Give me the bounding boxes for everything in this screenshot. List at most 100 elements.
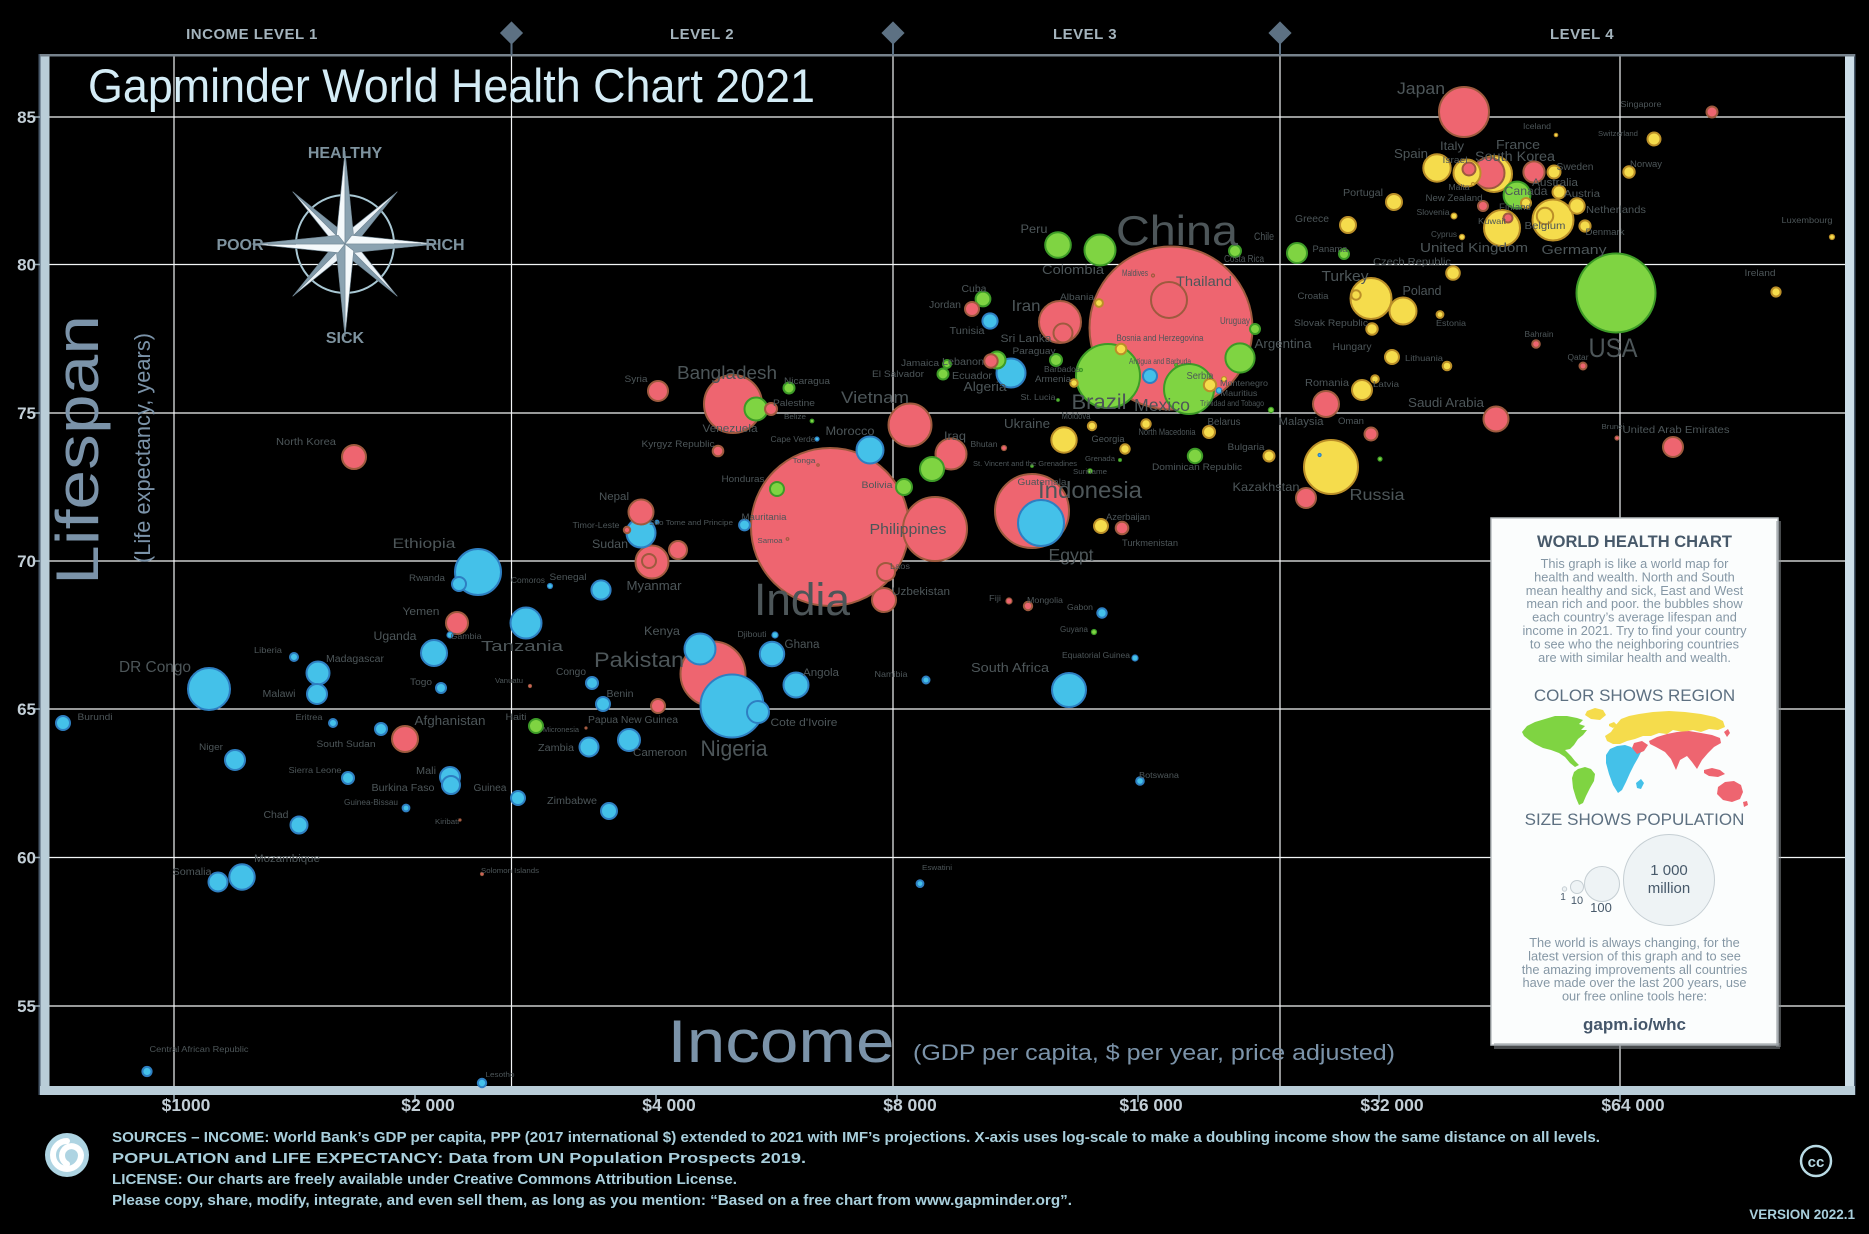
- svg-text:Gapminder World Health Chart 2: Gapminder World Health Chart 2021: [88, 59, 815, 112]
- svg-text:DR Congo: DR Congo: [119, 659, 191, 676]
- svg-text:Micronesia: Micronesia: [543, 727, 579, 734]
- svg-text:Sweden: Sweden: [1557, 162, 1594, 173]
- svg-text:Namibia: Namibia: [875, 669, 908, 679]
- svg-text:Peru: Peru: [1021, 222, 1048, 236]
- svg-text:Angola: Angola: [803, 667, 840, 679]
- svg-text:New Zealand: New Zealand: [1426, 193, 1483, 203]
- svg-text:Pakistan: Pakistan: [594, 649, 684, 672]
- svg-text:VERSION 2022.1: VERSION 2022.1: [1749, 1207, 1855, 1222]
- svg-text:Brazil: Brazil: [1072, 391, 1127, 414]
- svg-text:Iraq: Iraq: [944, 429, 966, 443]
- svg-text:Slovenia: Slovenia: [1417, 208, 1451, 217]
- svg-text:80: 80: [17, 256, 36, 275]
- svg-text:Chile: Chile: [1254, 231, 1274, 243]
- svg-text:Laos: Laos: [890, 561, 910, 571]
- svg-text:Switzerland: Switzerland: [1598, 129, 1638, 138]
- svg-text:Iceland: Iceland: [1523, 122, 1551, 131]
- svg-text:$64 000: $64 000: [1601, 1095, 1665, 1115]
- svg-text:Brunei: Brunei: [1602, 422, 1625, 431]
- svg-text:INCOME LEVEL 1: INCOME LEVEL 1: [186, 26, 318, 43]
- svg-text:Moldova: Moldova: [1062, 411, 1091, 421]
- svg-text:Azerbaijan: Azerbaijan: [1106, 512, 1150, 523]
- svg-text:India: India: [754, 574, 851, 625]
- svg-text:South Sudan: South Sudan: [317, 739, 376, 750]
- svg-text:Lifespan: Lifespan: [44, 315, 111, 585]
- svg-text:mean healthy and sick, East an: mean healthy and sick, East and West: [1526, 583, 1744, 598]
- svg-text:Japan: Japan: [1397, 79, 1445, 98]
- svg-text:Benin: Benin: [607, 689, 634, 700]
- svg-text:Ecuador: Ecuador: [952, 371, 993, 382]
- svg-text:85: 85: [17, 108, 36, 127]
- svg-text:Guinea-Bissau: Guinea-Bissau: [344, 798, 398, 807]
- svg-text:Bulgaria: Bulgaria: [1228, 442, 1266, 453]
- svg-text:Suriname: Suriname: [1073, 467, 1107, 476]
- svg-text:Maldives: Maldives: [1122, 268, 1148, 278]
- svg-text:LICENSE: Our charts are freely: LICENSE: Our charts are freely available…: [112, 1171, 737, 1188]
- svg-text:Mexico: Mexico: [1134, 395, 1190, 415]
- svg-text:Palestine: Palestine: [773, 398, 815, 409]
- svg-text:Syria: Syria: [625, 374, 649, 385]
- svg-text:Congo: Congo: [556, 667, 586, 678]
- svg-text:Zambia: Zambia: [538, 743, 574, 754]
- svg-text:$16 000: $16 000: [1119, 1095, 1183, 1115]
- svg-text:our free online tools here:: our free online tools here:: [1562, 989, 1707, 1004]
- svg-text:El Salvador: El Salvador: [872, 369, 924, 380]
- svg-text:Eswatini: Eswatini: [922, 863, 952, 872]
- svg-text:Estonia: Estonia: [1436, 318, 1466, 328]
- svg-text:Samoa: Samoa: [758, 536, 784, 545]
- svg-text:Portugal: Portugal: [1343, 188, 1383, 199]
- svg-text:(GDP per capita, $ per year, p: (GDP per capita, $ per year, price adjus…: [913, 1040, 1395, 1065]
- svg-text:Senegal: Senegal: [550, 572, 587, 583]
- svg-text:Latvia: Latvia: [1373, 379, 1399, 389]
- svg-text:Czech Republic: Czech Republic: [1373, 256, 1451, 268]
- svg-text:$4 000: $4 000: [642, 1095, 696, 1115]
- svg-text:each country’s average lifespa: each country’s average lifespan and: [1532, 610, 1737, 625]
- svg-text:Uruguay: Uruguay: [1220, 315, 1251, 327]
- svg-text:Tanzania: Tanzania: [481, 638, 564, 655]
- svg-text:Morocco: Morocco: [826, 424, 875, 438]
- svg-text:Income: Income: [668, 1008, 895, 1075]
- svg-text:St. Vincent and the Grenadines: St. Vincent and the Grenadines: [973, 461, 1078, 468]
- svg-text:Vietnam: Vietnam: [841, 388, 909, 407]
- svg-text:Qatar: Qatar: [1568, 353, 1589, 362]
- svg-text:Italy: Italy: [1440, 139, 1464, 153]
- svg-text:Indonesia: Indonesia: [1038, 477, 1142, 503]
- svg-text:Netherlands: Netherlands: [1586, 204, 1646, 216]
- svg-text:$8 000: $8 000: [883, 1095, 937, 1115]
- svg-text:USA: USA: [1589, 333, 1638, 363]
- svg-text:Poland: Poland: [1403, 283, 1442, 298]
- svg-text:Togo: Togo: [410, 677, 432, 687]
- svg-text:Ghana: Ghana: [785, 639, 821, 651]
- svg-text:Egypt: Egypt: [1049, 545, 1094, 565]
- svg-text:Spain: Spain: [1394, 147, 1428, 161]
- svg-text:Equatorial Guinea: Equatorial Guinea: [1062, 651, 1131, 660]
- svg-text:This graph is like a world map: This graph is like a world map for: [1541, 556, 1729, 571]
- svg-text:Guatemala: Guatemala: [1018, 477, 1068, 488]
- svg-text:Nigeria: Nigeria: [701, 736, 769, 761]
- svg-text:1 000: 1 000: [1650, 862, 1688, 879]
- svg-text:Mauritius: Mauritius: [1221, 388, 1258, 398]
- svg-text:Uganda: Uganda: [374, 629, 417, 643]
- svg-text:Mongolia: Mongolia: [1027, 595, 1063, 605]
- svg-text:75: 75: [17, 404, 36, 423]
- svg-text:Jordan: Jordan: [929, 300, 961, 311]
- svg-text:The world is always changing,: The world is always changing, for the: [1529, 935, 1740, 950]
- svg-text:Grenada: Grenada: [1085, 454, 1116, 463]
- svg-text:Niger: Niger: [199, 742, 223, 753]
- svg-text:Liberia: Liberia: [254, 645, 282, 655]
- svg-text:Costa Rica: Costa Rica: [1224, 254, 1264, 265]
- svg-text:Please copy, share, modify, in: Please copy, share, modify, integrate, a…: [112, 1192, 1072, 1209]
- svg-text:Kenya: Kenya: [644, 624, 680, 638]
- svg-text:Madagascar: Madagascar: [326, 654, 385, 665]
- svg-text:St. Lucia: St. Lucia: [1021, 393, 1057, 402]
- svg-text:Cameroon: Cameroon: [633, 747, 687, 759]
- svg-text:Uzbekistan: Uzbekistan: [892, 586, 950, 598]
- svg-text:Singapore: Singapore: [1621, 99, 1662, 109]
- svg-text:65: 65: [17, 700, 36, 719]
- svg-text:Comoros: Comoros: [511, 576, 545, 585]
- svg-text:Central African Republic: Central African Republic: [150, 1044, 250, 1054]
- svg-text:latest version of this graph a: latest version of this graph and to see: [1528, 948, 1741, 963]
- svg-text:China: China: [1116, 207, 1239, 254]
- svg-text:Gabon: Gabon: [1067, 602, 1093, 612]
- svg-text:$1000: $1000: [162, 1095, 211, 1115]
